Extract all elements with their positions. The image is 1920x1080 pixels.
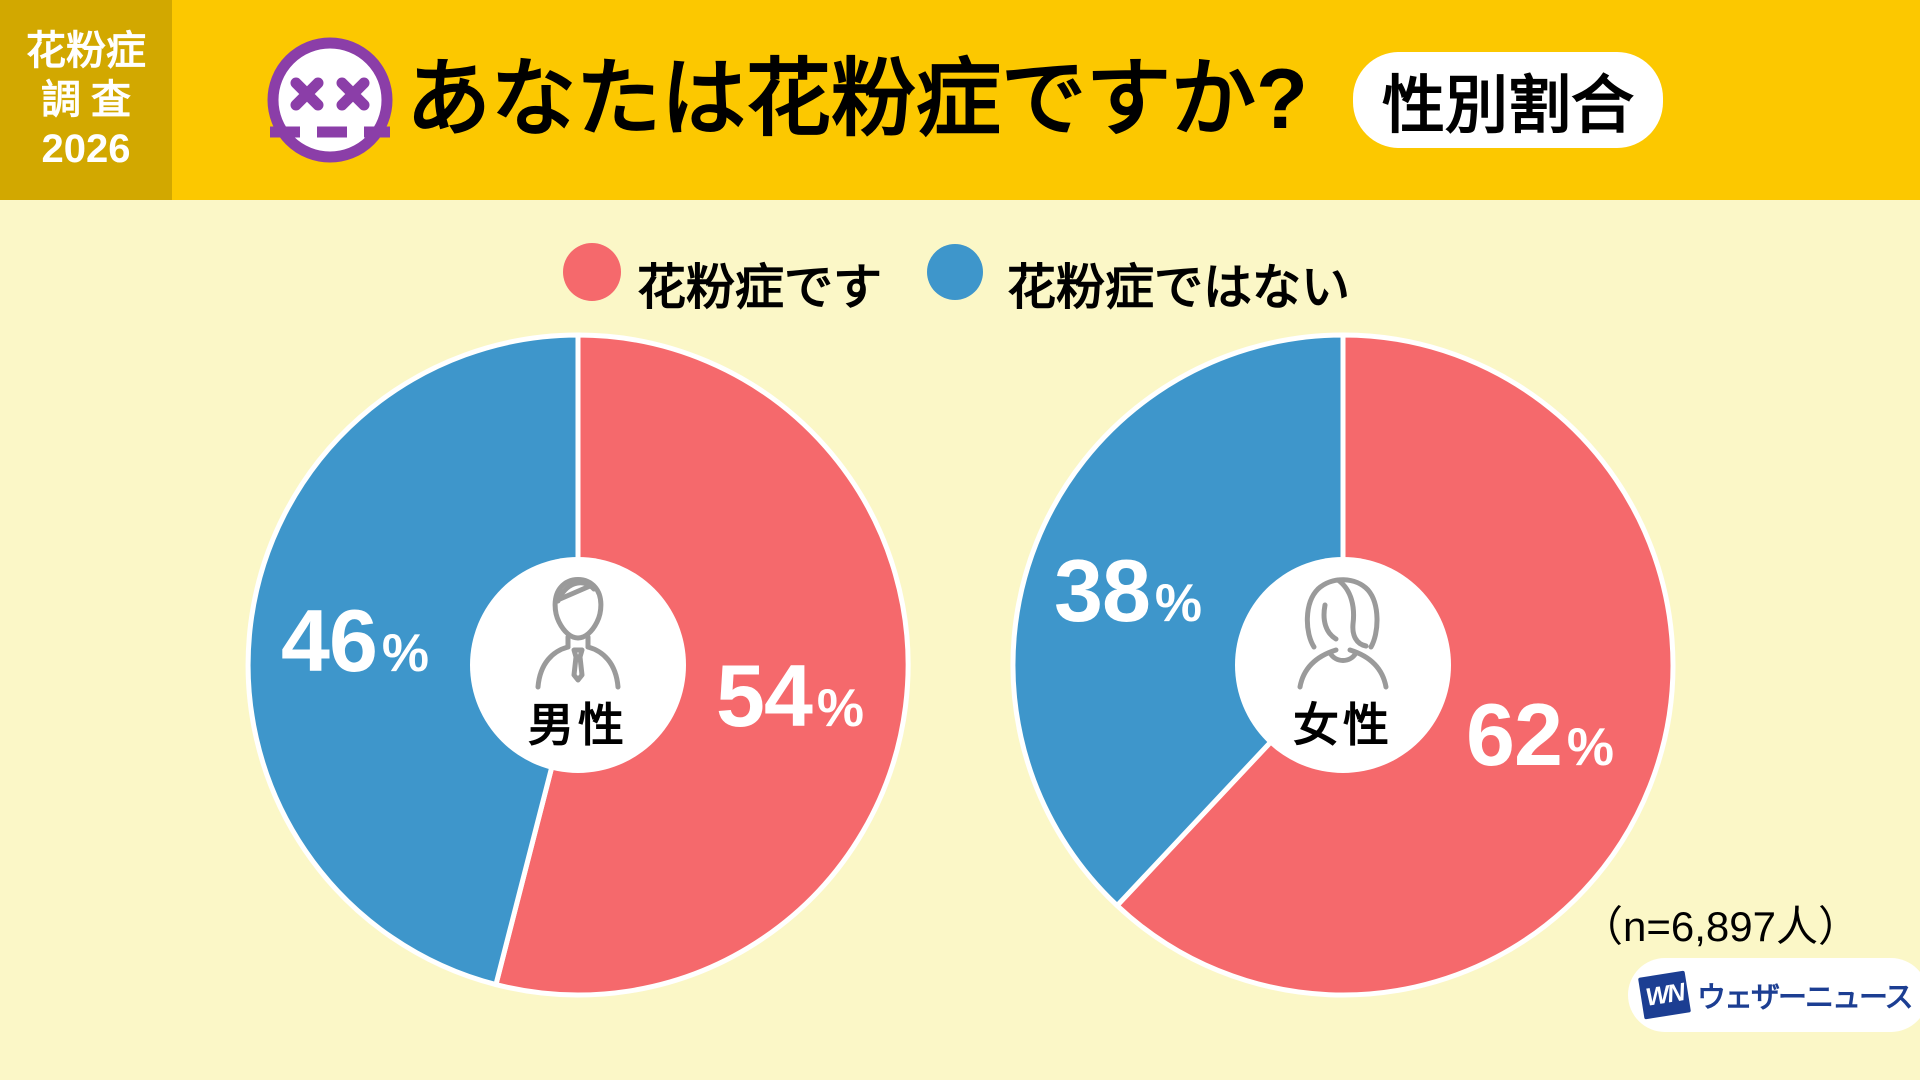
survey-year-badge: 花粉症 調査 2026 xyxy=(0,0,172,200)
percent-value: 54 xyxy=(716,646,813,745)
pie-slice-花粉症ではない xyxy=(1010,332,1346,909)
percent-unit: % xyxy=(816,679,865,738)
pie-chart-male xyxy=(245,332,911,998)
legend-marker-pollen xyxy=(563,243,621,301)
header-bar: 花粉症 調査 2026 あなたは花粉症ですか? 性別割合 xyxy=(0,0,1920,200)
category-badge-label: 性別割合 xyxy=(1382,70,1634,141)
pie-hub-label-male: 男性 xyxy=(528,699,628,751)
percent-value: 38 xyxy=(1054,541,1151,640)
legend-label-pollen: 花粉症です xyxy=(637,261,883,315)
percent-label-male-pollen: 54 % xyxy=(716,652,864,740)
pie-hub-male: 男性 xyxy=(470,557,686,773)
legend-marker-no-pollen xyxy=(927,244,983,300)
percent-label-female-pollen: 62 % xyxy=(1466,691,1614,779)
pie-hub-label-female: 女性 xyxy=(1293,699,1393,751)
percent-unit: % xyxy=(1566,718,1615,777)
weathernews-logo: WN ウェザーニュース xyxy=(1628,958,1920,1032)
pie-slice-花粉症です xyxy=(493,332,911,998)
percent-label-male-no-pollen: 46 % xyxy=(281,597,429,685)
percent-value: 62 xyxy=(1466,685,1563,784)
survey-badge-line-1: 花粉症 xyxy=(26,29,146,73)
survey-badge-line-2: 調査 xyxy=(41,78,141,122)
wn-logo-text: ウェザーニュース xyxy=(1697,982,1914,1014)
percent-value: 46 xyxy=(281,591,378,690)
female-person-icon xyxy=(1297,577,1389,690)
pie-slice-花粉症ではない xyxy=(245,332,581,988)
male-person-icon xyxy=(535,577,621,690)
category-badge: 性別割合 xyxy=(1353,52,1663,148)
percent-label-female-no-pollen: 38 % xyxy=(1054,547,1202,635)
percent-unit: % xyxy=(381,624,430,683)
survey-badge-line-3: 2026 xyxy=(41,127,131,171)
wn-logo-mark-icon: WN xyxy=(1638,970,1691,1020)
pie-hub-female: 女性 xyxy=(1235,557,1451,773)
legend-label-no-pollen: 花粉症ではない xyxy=(1007,261,1351,315)
percent-unit: % xyxy=(1154,574,1203,633)
sample-size-note: （n=6,897人） xyxy=(1581,903,1860,950)
page-title: あなたは花粉症ですか? xyxy=(406,52,1308,147)
sick-face-mask-icon xyxy=(267,37,393,163)
